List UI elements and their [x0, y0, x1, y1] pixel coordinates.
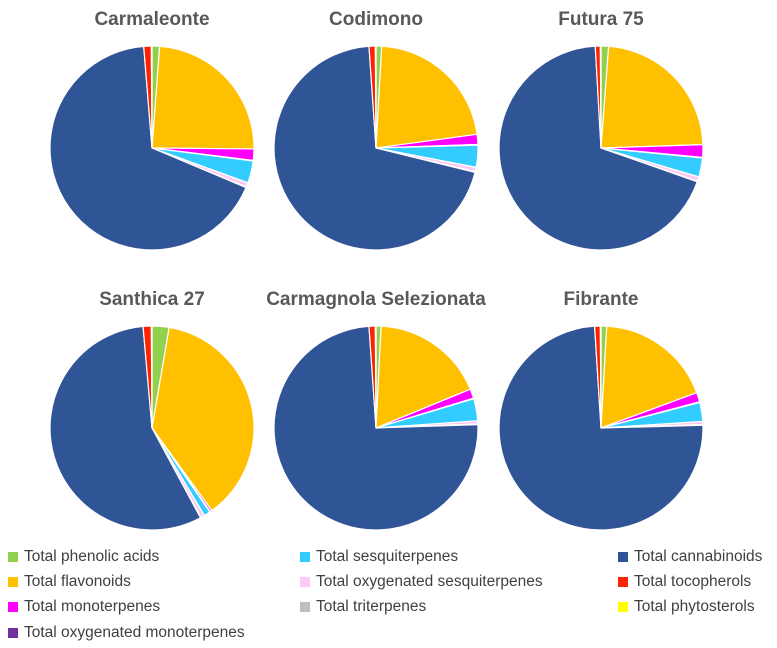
pie-santhica-27: Santhica 27: [49, 289, 255, 531]
legend-label: Total tocopherols: [634, 573, 752, 590]
legend-swatch: [300, 602, 310, 612]
slice-total-cannabinoids: [49, 45, 247, 251]
legend-item-total-oxygenated-monoterpenes: Total oxygenated monoterpenes: [8, 623, 245, 643]
pie-futura-75: Futura 75: [498, 9, 704, 251]
legend-item-total-flavonoids: Total flavonoids: [8, 572, 131, 592]
legend-swatch: [8, 577, 18, 587]
legend-swatch: [618, 552, 628, 562]
legend-label: Total phenolic acids: [24, 548, 160, 565]
legend-label: Total phytosterols: [634, 598, 755, 615]
slice-total-flavonoids: [375, 325, 471, 429]
legend-item-total-monoterpenes: Total monoterpenes: [8, 597, 160, 617]
pie-title: Futura 75: [558, 9, 644, 30]
pie-title: Fibrante: [564, 289, 639, 310]
slice-total-phytosterols: [374, 45, 377, 149]
slice-total-flavonoids: [375, 45, 478, 149]
legend-label: Total monoterpenes: [24, 598, 161, 615]
slice-total-phytosterols: [150, 325, 153, 429]
legend-item-total-oxygenated-sesquiterpenes: Total oxygenated sesquiterpenes: [300, 572, 543, 592]
pie-chart-grid: Carmaleonte Codimono Futura 75 Santhica 27 C…: [49, 9, 704, 531]
legend-item-total-triterpenes: Total triterpenes: [300, 597, 426, 617]
pie-fibrante: Fibrante: [498, 289, 704, 531]
slice-total-phytosterols: [150, 45, 153, 149]
legend-label: Total oxygenated sesquiterpenes: [316, 573, 543, 590]
slice-total-flavonoids: [151, 326, 255, 512]
legend-item-total-tocopherols: Total tocopherols: [618, 572, 751, 592]
slice-total-phytosterols: [374, 325, 377, 429]
slice-total-cannabinoids: [49, 325, 202, 531]
legend-swatch: [618, 602, 628, 612]
legend-item-total-sesquiterpenes: Total sesquiterpenes: [300, 547, 458, 567]
pie-title: Carmagnola Selezionata: [266, 289, 486, 310]
pie-title: Codimono: [329, 9, 423, 30]
legend-swatch: [8, 602, 18, 612]
legend-item-total-phytosterols: Total phytosterols: [618, 597, 755, 617]
slice-total-flavonoids: [151, 45, 255, 150]
slice-total-phytosterols: [599, 325, 602, 429]
pie-carmaleonte: Carmaleonte: [49, 9, 255, 251]
legend-swatch: [618, 577, 628, 587]
legend-label: Total cannabinoids: [634, 548, 763, 565]
slice-total-phytosterols: [599, 45, 602, 149]
legend-swatch: [8, 628, 18, 638]
legend-swatch: [300, 552, 310, 562]
legend-label: Total triterpenes: [316, 598, 427, 615]
legend: Total phenolic acids Total sesquiterpenes…: [0, 545, 777, 648]
legend-item-total-phenolic-acids: Total phenolic acids: [8, 547, 159, 567]
slice-total-flavonoids: [600, 45, 704, 149]
slice-total-cannabinoids: [498, 45, 698, 251]
legend-label: Total sesquiterpenes: [316, 548, 459, 565]
pie-title: Santhica 27: [99, 289, 205, 310]
legend-label: Total flavonoids: [24, 573, 131, 590]
slice-total-flavonoids: [600, 325, 698, 429]
legend-swatch: [8, 552, 18, 562]
legend-swatch: [300, 577, 310, 587]
pie-codimono: Codimono: [273, 9, 479, 251]
pie-carmagnola-selezionata: Carmagnola Selezionata: [266, 289, 486, 531]
pie-title: Carmaleonte: [94, 9, 209, 30]
legend-item-total-cannabinoids: Total cannabinoids: [618, 547, 762, 567]
slice-total-cannabinoids: [273, 45, 476, 251]
legend-label: Total oxygenated monoterpenes: [24, 624, 245, 641]
